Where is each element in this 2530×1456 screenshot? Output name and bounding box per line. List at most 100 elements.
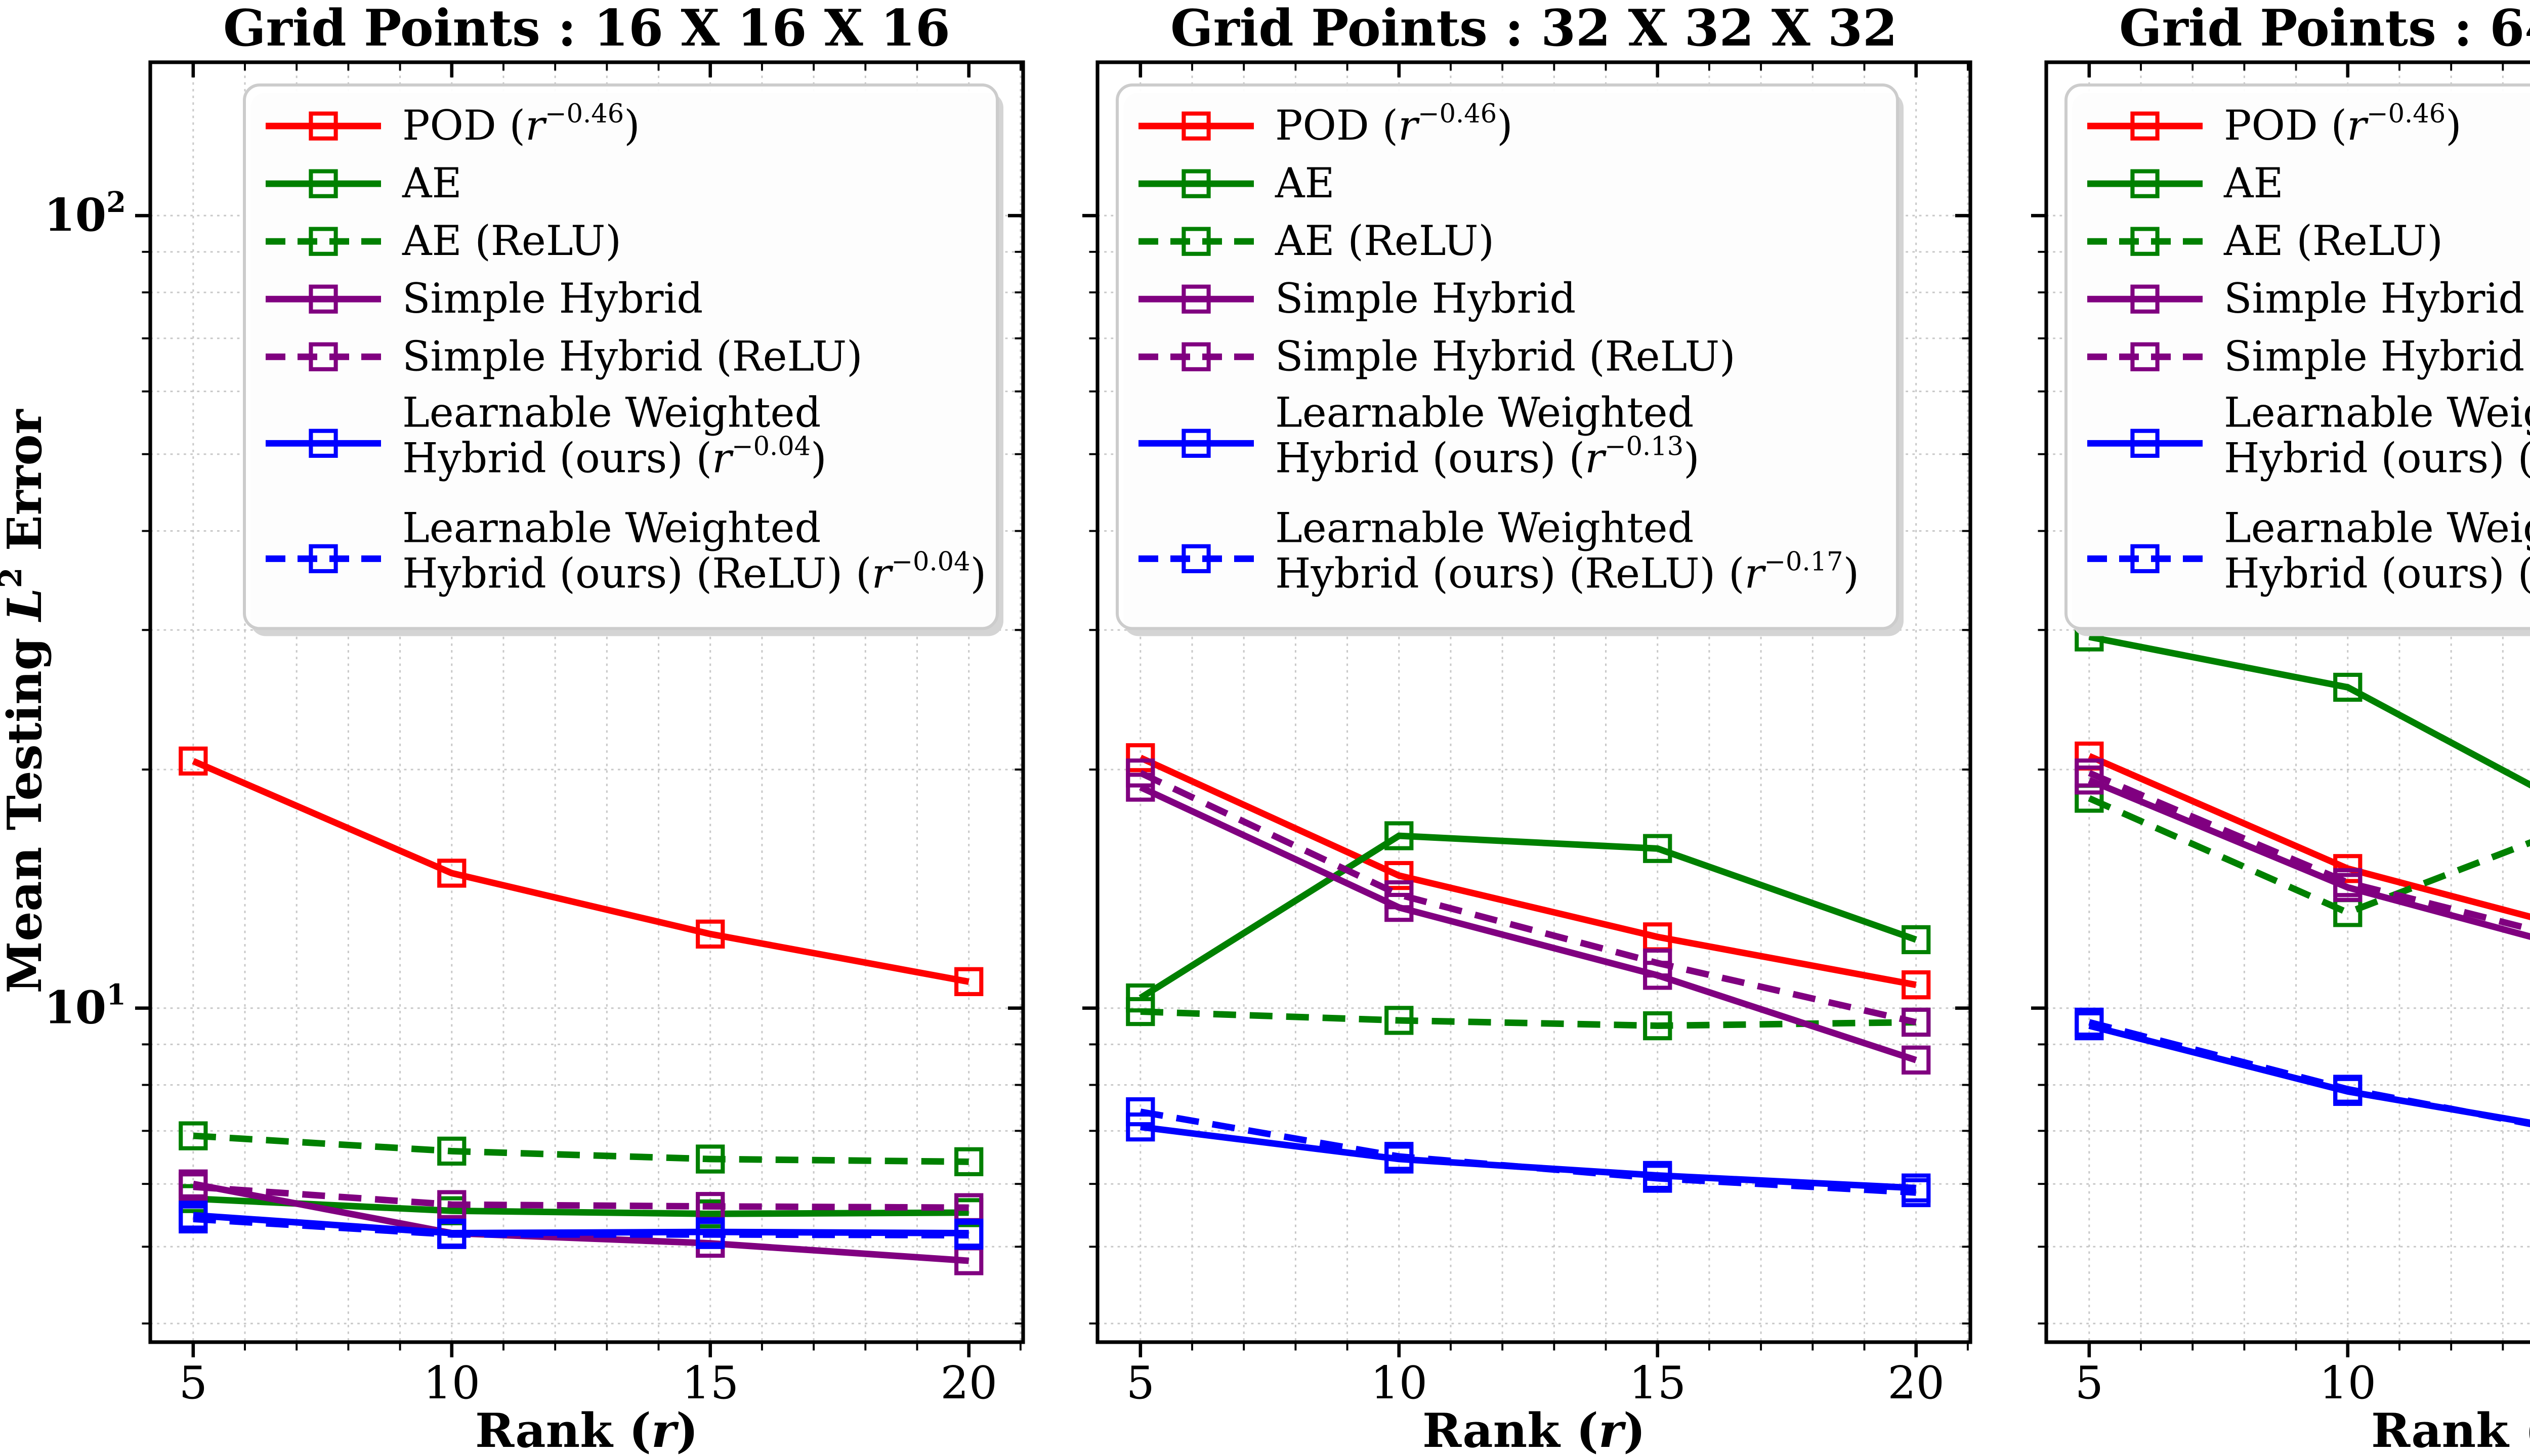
legend-label: POD (r−0.46)	[402, 99, 640, 150]
legend-swatch-marker	[1182, 342, 1211, 371]
x-tick-label: 5	[2075, 1357, 2103, 1409]
legend-swatch-marker	[309, 429, 338, 458]
legend-swatch-marker	[1182, 169, 1211, 198]
legend-label: POD (r−0.46)	[1275, 99, 1513, 150]
legend-item: AE (ReLU)	[2087, 218, 2443, 265]
data-marker	[2333, 868, 2363, 897]
chart-title: Grid Points : 32 X 32 X 32	[1170, 0, 1898, 58]
legend-swatch-marker	[309, 111, 338, 141]
series-learnable-weighted-hybrid-ours-relu-	[1126, 1097, 1931, 1208]
data-marker	[437, 1190, 467, 1219]
data-marker	[2333, 672, 2363, 702]
legend-swatch-marker	[309, 544, 338, 574]
data-marker	[954, 1220, 984, 1250]
data-marker	[1643, 834, 1672, 863]
series-line	[1138, 832, 1917, 1001]
series-line	[193, 1183, 969, 1211]
series-ae	[2075, 622, 2530, 789]
legend-swatch-marker	[2130, 544, 2160, 574]
series-line	[192, 1180, 969, 1264]
data-marker	[696, 1144, 725, 1174]
legend-swatch-marker	[309, 169, 338, 198]
data-marker	[1902, 1178, 1931, 1208]
series-line	[2088, 769, 2530, 932]
data-marker	[2333, 1075, 2363, 1104]
series-line	[2088, 753, 2530, 920]
legend-swatch-marker	[1182, 227, 1211, 256]
legend-label: Simple Hybrid	[402, 275, 703, 323]
series-ae-relu-	[179, 1121, 984, 1176]
legend-swatch-marker	[2130, 169, 2160, 198]
data-marker	[437, 859, 467, 888]
series-learnable-weighted-hybrid-ours-relu-	[179, 1204, 984, 1250]
data-marker	[1126, 997, 1155, 1026]
data-marker	[1126, 1097, 1155, 1127]
x-axis-label: Rank (r)	[475, 1403, 698, 1456]
legend-label: Learnable Weighted	[2224, 504, 2530, 552]
legend-label: Learnable Weighted	[1275, 389, 1694, 437]
legend-label: AE (ReLU)	[2223, 218, 2443, 265]
series-simple-hybrid-relu-	[1126, 758, 1931, 1037]
series-line	[1140, 1008, 1916, 1029]
series-line	[2088, 795, 2530, 916]
legend-label: Learnable Weighted	[1275, 504, 1694, 552]
y-tick-label: 101	[44, 978, 126, 1034]
data-marker	[1643, 1011, 1672, 1041]
legend-swatch-marker	[2130, 111, 2160, 141]
legend-item: POD (r−0.46)	[1138, 99, 1513, 150]
x-tick-label: 10	[2319, 1357, 2376, 1409]
legend-swatch-marker	[309, 227, 338, 256]
legend-item: AE (ReLU)	[1138, 218, 1494, 265]
series-line	[1140, 1124, 1916, 1191]
legend-label: Learnable Weighted	[402, 389, 821, 437]
series-line	[193, 1216, 969, 1239]
legend-item: AE	[1138, 160, 1335, 207]
legend-swatch-marker	[1182, 284, 1211, 314]
data-marker	[1384, 861, 1414, 890]
series-line	[1139, 769, 1917, 1025]
legend-item: POD (r−0.46)	[2087, 99, 2462, 150]
legend-item: Simple Hybrid (ReLU)	[266, 333, 863, 380]
legend-label: Hybrid (ours) (r−0.04)	[402, 432, 827, 482]
data-marker	[1384, 1142, 1414, 1171]
legend-swatch-marker	[2130, 342, 2160, 371]
legend-item: Simple Hybrid (ReLU)	[2087, 333, 2530, 380]
data-marker	[1384, 880, 1414, 910]
legend: POD (r−0.46) AE AE (ReLU) Simple Hybrid Simp…	[2064, 83, 2530, 636]
data-marker	[437, 1220, 467, 1249]
legend-label: Learnable Weighted	[402, 504, 821, 552]
series-pod	[179, 746, 984, 996]
axes-spines	[1095, 60, 1972, 1344]
data-marker	[179, 1204, 208, 1234]
series-line	[193, 1195, 969, 1217]
series-line	[193, 1132, 969, 1165]
series-learnable-weighted-hybrid-ours-relu-	[2075, 1007, 2530, 1128]
legend-label: Simple Hybrid (ReLU)	[402, 333, 863, 380]
legend-item: Simple Hybrid	[2087, 275, 2524, 323]
data-marker	[1384, 1006, 1414, 1035]
data-marker	[1643, 948, 1672, 978]
legend-label: Simple Hybrid (ReLU)	[1275, 333, 1736, 380]
legend-swatch-marker	[2130, 429, 2160, 458]
legend-label: AE	[402, 160, 462, 207]
legend-item: AE (ReLU)	[266, 218, 621, 265]
legend-swatch-marker	[2130, 284, 2160, 314]
legend-item: Simple Hybrid	[266, 275, 703, 323]
series-line	[1140, 1108, 1916, 1196]
axes-spines	[148, 60, 1025, 1344]
x-tick-label: 15	[1629, 1357, 1686, 1409]
data-marker	[1126, 743, 1155, 773]
legend-swatch-marker	[309, 342, 338, 371]
legend: POD (r−0.46) AE AE (ReLU) Simple Hybrid Simp…	[243, 83, 1003, 636]
data-marker	[1902, 925, 1931, 955]
legend-swatch-marker	[309, 284, 338, 314]
data-marker	[2075, 1007, 2104, 1037]
data-marker	[1902, 970, 1931, 1000]
data-marker	[1902, 1045, 1931, 1075]
legend-swatch-marker	[1182, 429, 1211, 458]
